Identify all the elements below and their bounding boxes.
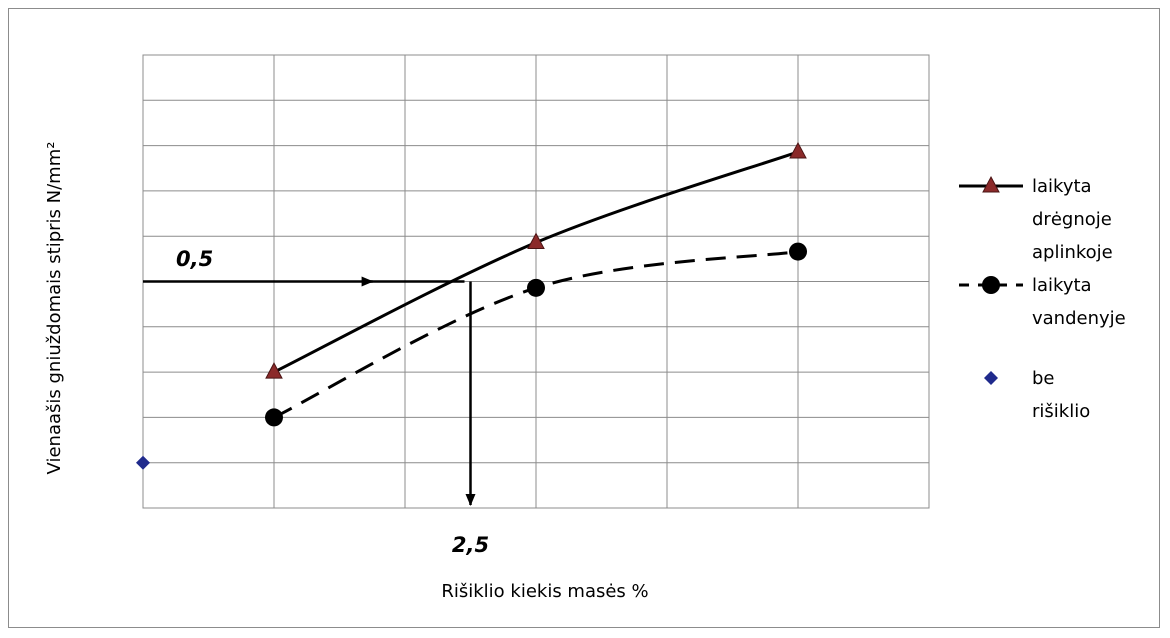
legend-label: aplinkoje [1032, 242, 1113, 263]
legend-label: laikyta [1032, 176, 1092, 197]
chart-frame [8, 8, 1160, 628]
data-point [265, 408, 283, 427]
series-layer [136, 141, 807, 470]
legend-marker [984, 371, 998, 385]
x-axis-title: Rišiklio kiekis masės % [441, 581, 648, 602]
data-point [265, 362, 283, 379]
data-point [527, 232, 545, 250]
series-2 [136, 455, 150, 470]
data-point [789, 141, 807, 159]
legend-label: rišiklio [1032, 401, 1090, 422]
legend-item-0: laikyta drėgnoje aplinkoje [959, 175, 1113, 263]
series-1 [265, 242, 807, 427]
annotation-label-0-5: 0,5 [176, 247, 213, 271]
data-point [136, 455, 150, 470]
legend-marker [982, 175, 1000, 193]
legend: laikyta drėgnoje aplinkoje laikyta vandenyje… [959, 175, 1126, 422]
annotation-label-2-5: 2,5 [452, 533, 489, 557]
text-layer: Rišiklio kiekis masės % Vienaašis gniužd… [44, 142, 649, 602]
legend-label: drėgnoje [1032, 209, 1112, 230]
legend-label: vandenyje [1032, 308, 1126, 329]
legend-item-2: be rišiklio [984, 368, 1090, 422]
legend-marker [982, 276, 1000, 294]
data-point [789, 242, 807, 261]
annotations: 0,5 2,5 [143, 247, 489, 557]
legend-label: be [1032, 368, 1055, 389]
series-0 [265, 141, 807, 379]
data-point [527, 278, 545, 297]
legend-item-1: laikyta vandenyje [959, 275, 1126, 329]
legend-label: laikyta [1032, 275, 1092, 296]
y-axis-title: Vienaašis gniuždomais stipris N/mm² [44, 142, 65, 475]
